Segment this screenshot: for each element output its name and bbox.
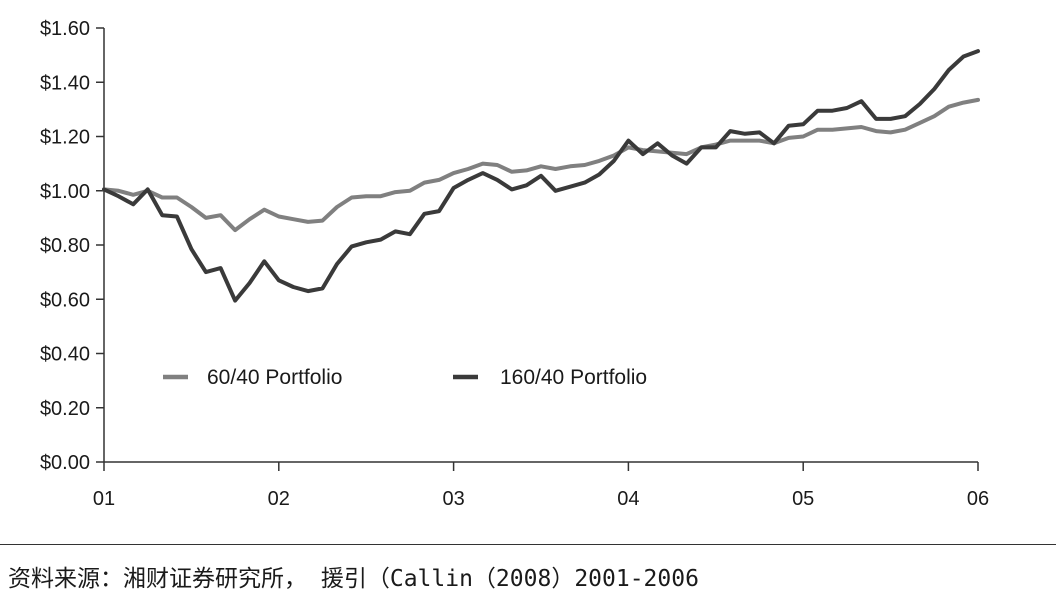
x-axis: 01 02 03 04 05 06 [93, 461, 989, 510]
x-tick-label: 03 [442, 488, 464, 510]
y-tick-label: $1.60 [40, 18, 90, 40]
y-axis: $0.00 $0.20 $0.40 $0.60 $0.80 $1.00 $1.20 $1.40… [40, 18, 105, 474]
y-tick-label: $0.80 [40, 235, 90, 257]
legend-item-60-40: 60/40 Portfolio [163, 366, 342, 389]
x-tick-label: 04 [617, 488, 639, 510]
x-tick-label: 05 [792, 488, 814, 510]
x-tick-label: 02 [268, 488, 290, 510]
y-tick-label: $0.00 [40, 452, 90, 474]
series-layer [102, 49, 980, 303]
y-tick-label: $0.40 [40, 344, 90, 366]
series-line-60-40-portfolio [102, 97, 980, 233]
legend-item-160-40: 160/40 Portfolio [453, 366, 647, 389]
legend: 60/40 Portfolio 160/40 Portfolio [163, 366, 647, 389]
line-chart: $0.00 $0.20 $0.40 $0.60 $0.80 $1.00 $1.20 $1.40… [40, 18, 989, 510]
y-tick-label: $1.20 [40, 127, 90, 149]
source-note: 资料来源：湘财证券研究所， 援引（Callin（2008）2001-2006 [8, 566, 699, 592]
legend-label-160-40: 160/40 Portfolio [500, 366, 647, 389]
x-tick-label: 06 [967, 488, 989, 510]
y-tick-label: $1.40 [40, 72, 90, 94]
y-tick-label: $0.20 [40, 398, 90, 420]
x-tick-label: 01 [93, 488, 115, 510]
y-tick-label: $0.60 [40, 289, 90, 311]
footer-divider [0, 544, 1056, 545]
legend-label-60-40: 60/40 Portfolio [207, 366, 342, 389]
series-line-160-40-portfolio [102, 49, 980, 303]
y-tick-label: $1.00 [40, 181, 90, 203]
